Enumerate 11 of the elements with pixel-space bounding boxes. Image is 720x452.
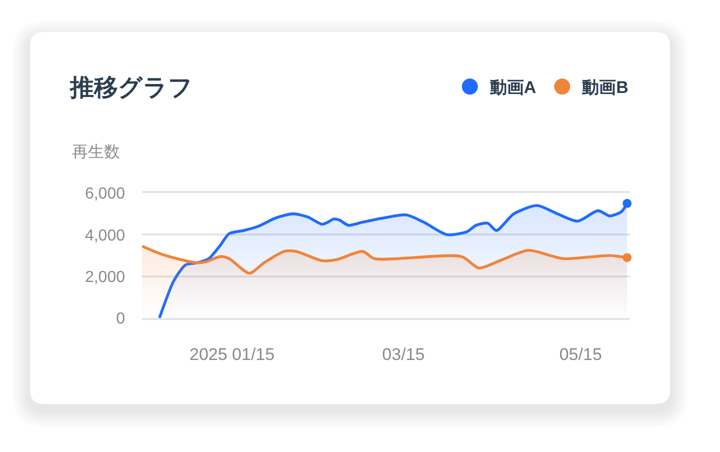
y-axis-title: 再生数 [72, 143, 120, 161]
y-tick-label: 2,000 [84, 268, 126, 286]
x-tick-label: 2025 01/15 [190, 345, 275, 364]
y-tick-label: 6,000 [84, 186, 126, 203]
y-tick-label: 0 [116, 310, 126, 328]
legend-label: 動画A [488, 78, 536, 98]
chart-title: 推移グラフ [69, 74, 193, 102]
legend-label: 動画B [581, 78, 628, 98]
x-tick-label: 05/15 [559, 345, 602, 364]
x-tick-label: 03/15 [382, 345, 425, 364]
y-tick-label: 4,000 [84, 227, 126, 244]
